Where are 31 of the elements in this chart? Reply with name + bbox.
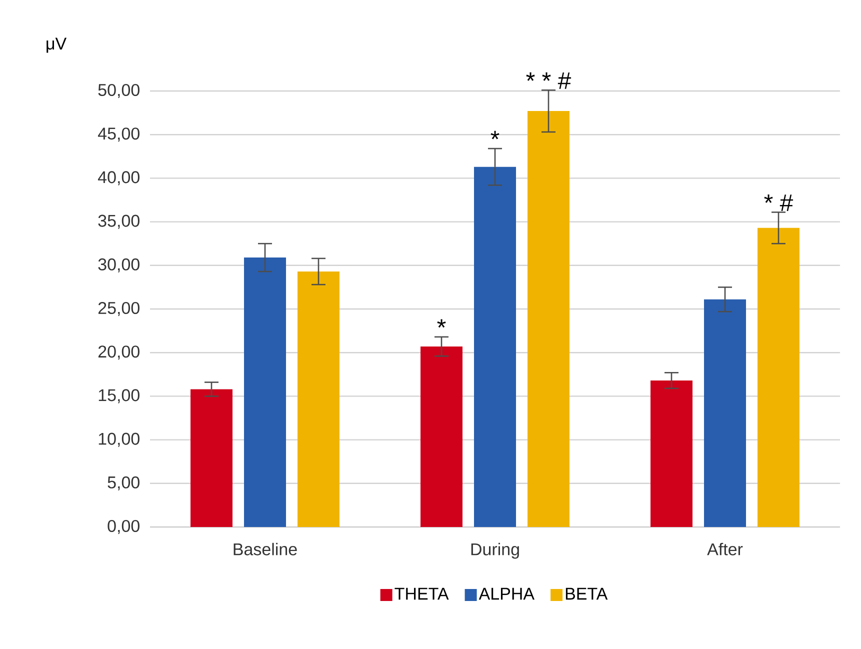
- bar: [420, 346, 463, 527]
- legend-label: ALPHA: [478, 588, 534, 600]
- bar: [704, 299, 746, 527]
- bar: [528, 111, 570, 527]
- y-tick-label: 15,00: [98, 389, 140, 404]
- bar: [244, 258, 286, 527]
- y-tick-label: 20,00: [98, 346, 140, 360]
- x-tick-label: After: [707, 542, 743, 556]
- x-tick-label: Baseline: [234, 542, 297, 556]
- y-tick-label: 40,00: [98, 171, 140, 186]
- annotation: *: [437, 319, 446, 328]
- y-tick-label: 25,00: [98, 302, 140, 316]
- y-tick-label: 45,00: [98, 128, 140, 142]
- y-tick-label: 5,00: [108, 476, 140, 490]
- y-tick-label: 10,00: [98, 432, 140, 447]
- bar: [298, 272, 340, 527]
- y-tick-label: 35,00: [98, 214, 140, 229]
- annotation: *: [490, 130, 500, 140]
- y-tick-label: 50,00: [98, 84, 140, 98]
- text: * * #: [526, 72, 572, 89]
- y-tick-label: 30,00: [98, 258, 140, 272]
- bar: [474, 166, 516, 527]
- bar: [758, 228, 800, 527]
- bar: [190, 389, 233, 527]
- y-axis-title: μV: [46, 38, 67, 53]
- legend-label: BETA: [566, 588, 608, 600]
- legend-label: THETA: [394, 588, 449, 600]
- bar: [650, 380, 693, 527]
- x-tick-label: During: [471, 542, 519, 559]
- y-tick-label: 0,00: [108, 520, 140, 534]
- annotation: * #: [764, 194, 794, 212]
